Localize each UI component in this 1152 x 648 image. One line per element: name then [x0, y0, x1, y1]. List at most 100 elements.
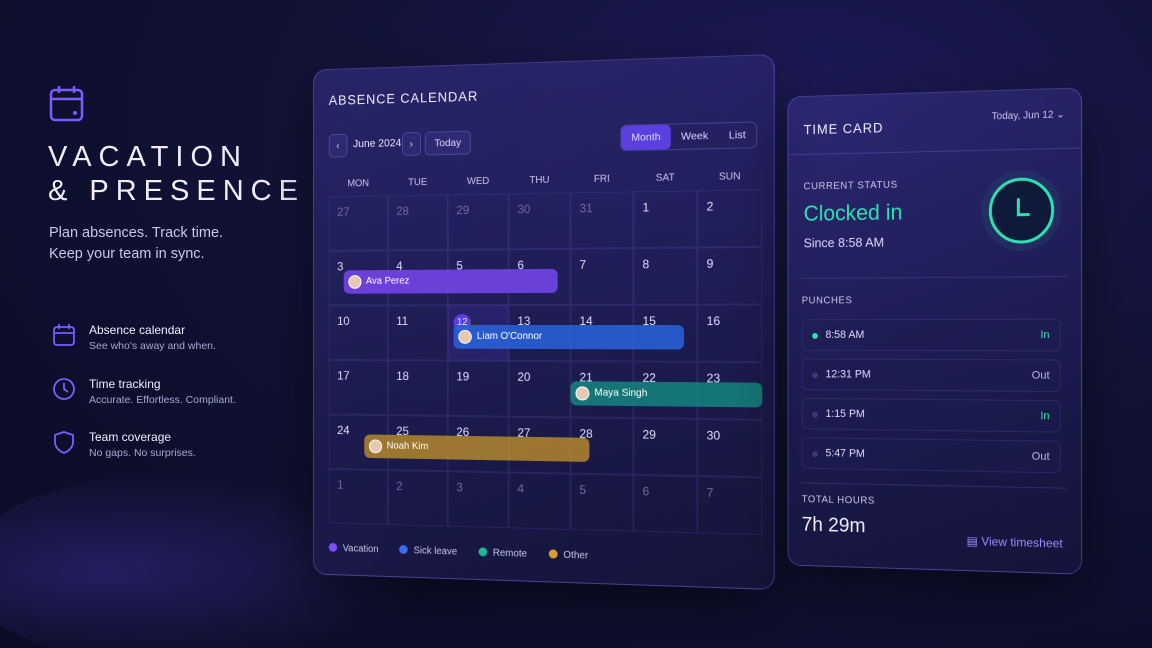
- today-button[interactable]: Today: [425, 131, 471, 156]
- day-number: 30: [517, 202, 530, 216]
- day-number: 6: [642, 484, 649, 498]
- legend-item: Other: [549, 549, 589, 561]
- feature: Absence calendar See who's away and when…: [52, 323, 292, 363]
- hero-subtitle-line: Keep your team in sync.: [49, 244, 223, 265]
- status-label: CURRENT STATUS: [804, 180, 898, 193]
- day-number: 27: [337, 205, 349, 219]
- feature-icon: [52, 377, 76, 401]
- legend-swatch: [549, 549, 558, 558]
- day-number: 31: [579, 201, 592, 215]
- day-number: 17: [337, 369, 349, 383]
- day-cell: 20: [509, 361, 571, 418]
- day-number: 28: [396, 204, 409, 218]
- punch-type: Out: [1032, 369, 1050, 381]
- divider: [802, 482, 1067, 488]
- view-timesheet-link[interactable]: ▤ View timesheet: [967, 534, 1063, 551]
- weekday-header: MON TUE WED THU FRI SAT SUN: [329, 171, 763, 190]
- avatar: [369, 439, 382, 453]
- day-number: 7: [707, 486, 714, 500]
- event-name: Noah Kim: [387, 441, 429, 452]
- punches-label: PUNCHES: [802, 295, 853, 306]
- day-cell: 29: [448, 193, 509, 249]
- day-number: 30: [707, 428, 721, 443]
- hero-subtitle-line: Plan absences. Track time.: [49, 223, 223, 244]
- day-cell: 1: [633, 190, 697, 248]
- day-number: 11: [396, 314, 408, 328]
- day-cell: 5: [571, 474, 634, 532]
- calendar-icon: [49, 85, 85, 123]
- clock-icon: [978, 166, 1064, 254]
- time-card-panel: TIME CARD Today, Jun 12 ⌄ CURRENT STATUS…: [788, 87, 1083, 574]
- day-number: 16: [707, 314, 721, 328]
- event-bar[interactable]: Ava Perez: [343, 269, 558, 294]
- day-cell: 3: [448, 471, 509, 528]
- day-cell: 10: [329, 305, 388, 360]
- weekday: TUE: [388, 177, 448, 189]
- link-label: View timesheet: [981, 534, 1063, 550]
- event-bar[interactable]: Liam O'Connor: [454, 325, 685, 350]
- view-tab[interactable]: Month: [621, 125, 671, 151]
- weekday: SUN: [697, 171, 762, 183]
- feature: Team coverage No gaps. No surprises.: [52, 430, 292, 470]
- weekday: MON: [329, 178, 388, 190]
- total-label: TOTAL HOURS: [802, 494, 875, 506]
- legend-label: Sick leave: [414, 545, 458, 557]
- day-cell: 7: [571, 248, 634, 305]
- weekday: FRI: [571, 173, 634, 185]
- legend-item: Sick leave: [399, 545, 457, 558]
- day-cell: 7: [697, 476, 762, 535]
- day-number: 29: [456, 203, 469, 217]
- status: Clocked in: [804, 200, 903, 227]
- day-number: 1: [337, 478, 343, 492]
- event-bar[interactable]: Maya Singh: [571, 381, 763, 407]
- avatar: [575, 386, 589, 400]
- punch-row: 5:47 PM Out: [802, 437, 1061, 473]
- view-tab[interactable]: Week: [671, 123, 719, 149]
- day-number: 18: [396, 369, 409, 383]
- day-number: 20: [517, 370, 530, 384]
- month-label: June 2024: [353, 137, 401, 150]
- event-bar[interactable]: Noah Kim: [364, 434, 589, 462]
- legend-label: Remote: [493, 548, 527, 560]
- date-selector[interactable]: Today, Jun 12 ⌄: [992, 109, 1065, 122]
- day-cell: 17: [329, 360, 388, 415]
- feature-title: Time tracking: [89, 377, 161, 391]
- divider: [802, 276, 1067, 279]
- total-hours: 7h 29m: [802, 514, 866, 538]
- feature-desc: No gaps. No surprises.: [89, 447, 196, 459]
- legend-label: Other: [563, 550, 588, 562]
- punch-row: 8:58 AM In: [802, 319, 1061, 352]
- view-switcher: Month Week List: [620, 121, 757, 151]
- day-cell: 29: [633, 418, 697, 476]
- punch-dot: [812, 412, 818, 418]
- weekday: SAT: [633, 172, 697, 184]
- weekday: THU: [509, 174, 571, 186]
- hero-subtitle: Plan absences. Track time. Keep your tea…: [49, 223, 223, 265]
- punch-time: 5:47 PM: [826, 447, 865, 459]
- day-cell: 16: [697, 305, 762, 363]
- legend-swatch: [329, 543, 337, 552]
- hero-title: VACATION & PRESENCE: [48, 140, 305, 208]
- view-tab[interactable]: List: [719, 122, 757, 148]
- day-number: 19: [456, 369, 469, 383]
- legend: Vacation Sick leave Remote Other: [329, 543, 588, 562]
- day-cell: 8: [633, 247, 697, 304]
- day-number: 7: [579, 258, 586, 272]
- punch-type: Out: [1032, 451, 1050, 463]
- punch-list: 8:58 AM In 12:31 PM Out 1:15 PM In 5:47 PM Out: [788, 88, 1081, 97]
- day-cell: 18: [388, 360, 448, 416]
- punch-type: In: [1040, 329, 1049, 341]
- legend-item: Remote: [478, 547, 527, 559]
- punch-row: 1:15 PM In: [802, 398, 1061, 433]
- prev-month-button[interactable]: ‹: [329, 134, 347, 158]
- hero-title-line: VACATION: [48, 140, 305, 174]
- day-number: 2: [707, 199, 714, 213]
- punch-type: In: [1040, 410, 1049, 422]
- legend-swatch: [399, 545, 408, 554]
- next-month-button[interactable]: ›: [402, 132, 421, 156]
- day-cell: 2: [697, 189, 762, 247]
- avatar: [459, 330, 472, 344]
- day-cell: 31: [571, 191, 634, 248]
- day-cell: 6: [633, 475, 697, 533]
